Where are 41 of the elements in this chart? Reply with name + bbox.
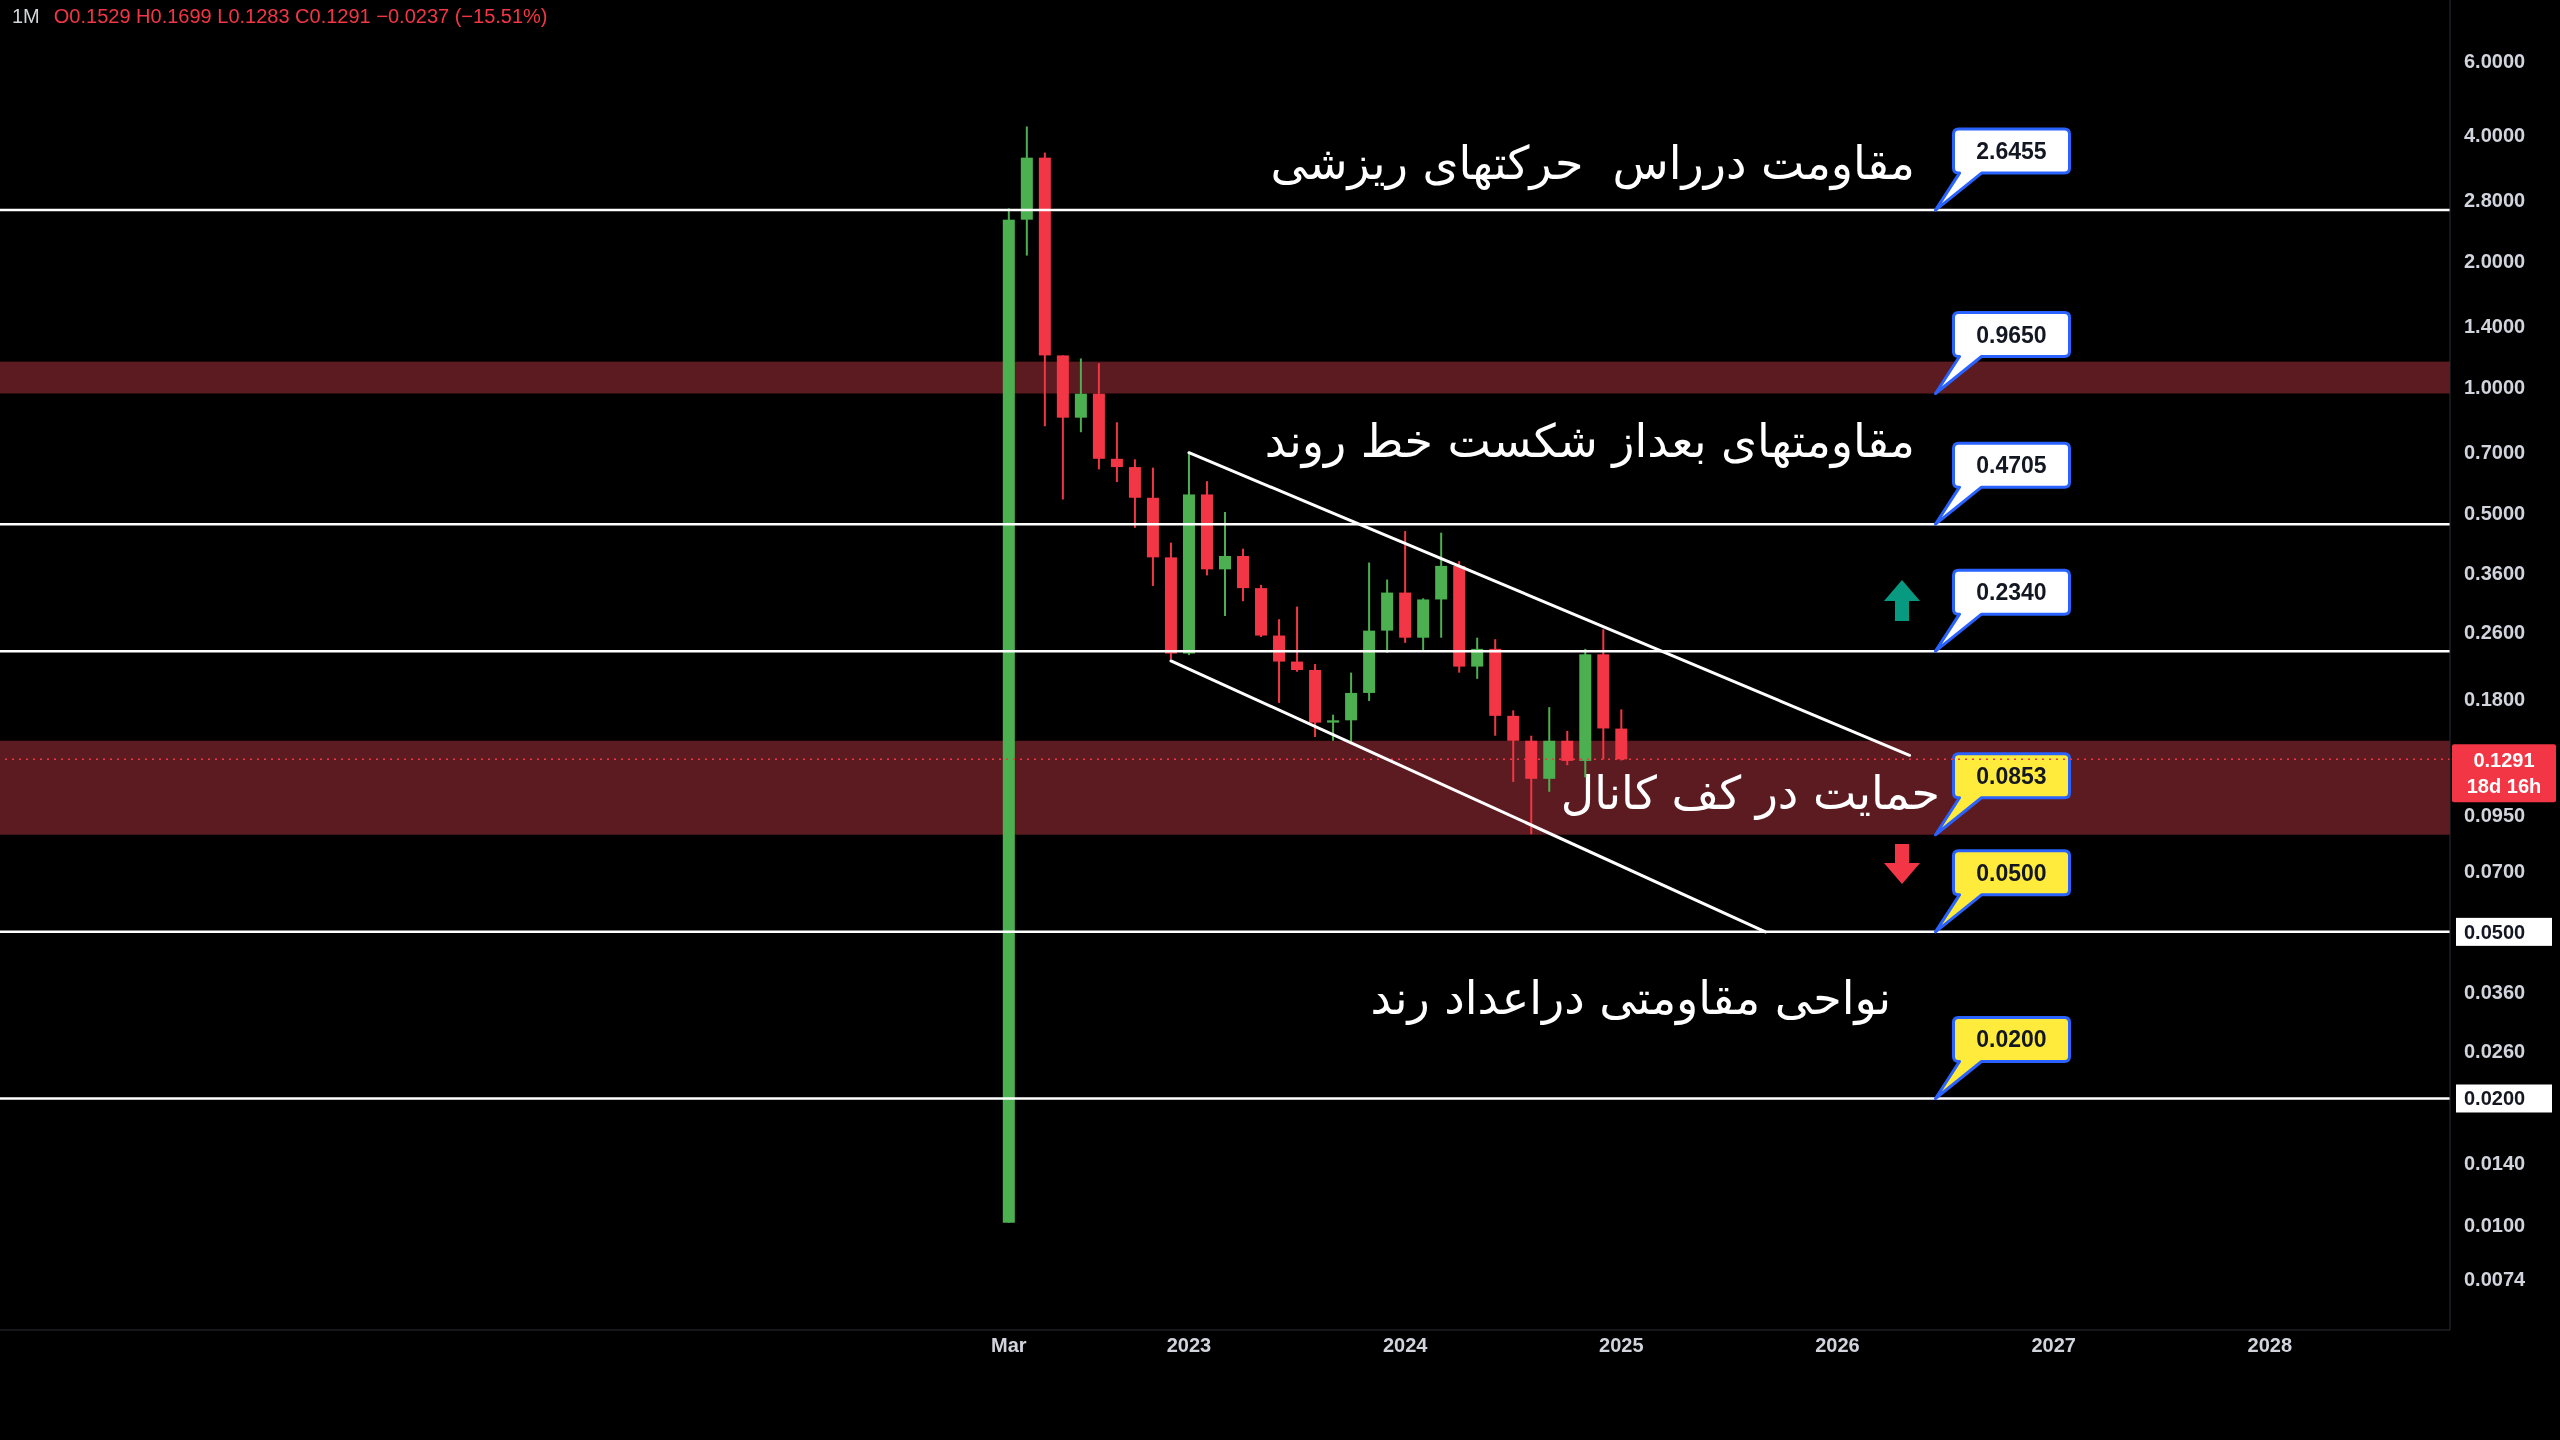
x-tick-label: 2026 [1815, 1334, 1860, 1357]
ref-line-label: 0.1291 18d 16h [2466, 749, 2542, 798]
x-tick-label: 2023 [1166, 1334, 1212, 1357]
ref-line-label: 2.6455 [1976, 138, 2047, 165]
y-tick-label: 0.7000 [2464, 440, 2526, 463]
y-tick-label: 0.5000 [2464, 502, 2526, 525]
y-tick-label: 1.0000 [2464, 376, 2526, 399]
x-tick-label: 2025 [1599, 1334, 1644, 1357]
annotation: نواحی مقاومتی دراعداد رند [1370, 971, 1891, 1026]
x-tick-label: Mar [991, 1334, 1027, 1357]
y-tick-label: 0.0500 [2464, 920, 2526, 943]
x-tick-label: 2028 [2247, 1334, 2293, 1357]
band-label: 0.0853 [1976, 762, 2047, 789]
x-tick-label: 2024 [1382, 1334, 1429, 1357]
y-tick-label: 2.8000 [2464, 188, 2526, 211]
y-tick-label: 0.1800 [2464, 687, 2526, 710]
y-tick-label: 1.4000 [2464, 314, 2526, 337]
annotation: حمایت در کف کانال [1560, 766, 1940, 820]
y-tick-label: 6.0000 [2464, 50, 2526, 73]
y-tick-label: 0.0100 [2464, 1213, 2526, 1236]
ref-line-label: 0.2340 [1976, 579, 2047, 606]
annotation: مقاومت درراس حرکتهای ریزشی [1270, 136, 1915, 191]
y-tick-label: 0.0950 [2464, 804, 2526, 827]
band-label: 0.9650 [1976, 321, 2047, 348]
x-tick-label: 2027 [2031, 1334, 2076, 1357]
ref-line-label: 0.0500 [1976, 859, 2047, 886]
y-tick-label: 0.0260 [2464, 1039, 2526, 1062]
y-tick-label: 0.0700 [2464, 859, 2526, 882]
y-tick-label: 0.3600 [2464, 561, 2526, 584]
ref-line-label: 0.0200 [1976, 1026, 2047, 1053]
chart-subtitle: O0.1529 H0.1699 L0.1283 C0.1291 −0.0237 (−15.51%) [53, 5, 548, 27]
y-tick-label: 0.2600 [2464, 621, 2526, 644]
y-tick-label: 4.0000 [2464, 123, 2526, 146]
ref-line-label: 0.4705 [1976, 452, 2047, 479]
y-tick-label: 0.0360 [2464, 980, 2526, 1003]
chart-title: 1M [12, 5, 40, 27]
annotation: مقاومتهای بعداز شکست خط روند [1264, 414, 1915, 469]
y-tick-label: 0.0200 [2464, 1087, 2526, 1110]
y-tick-label: 0.0140 [2464, 1152, 2526, 1175]
y-tick-label: 0.0074 [2464, 1268, 2527, 1291]
y-tick-label: 2.0000 [2464, 249, 2526, 272]
